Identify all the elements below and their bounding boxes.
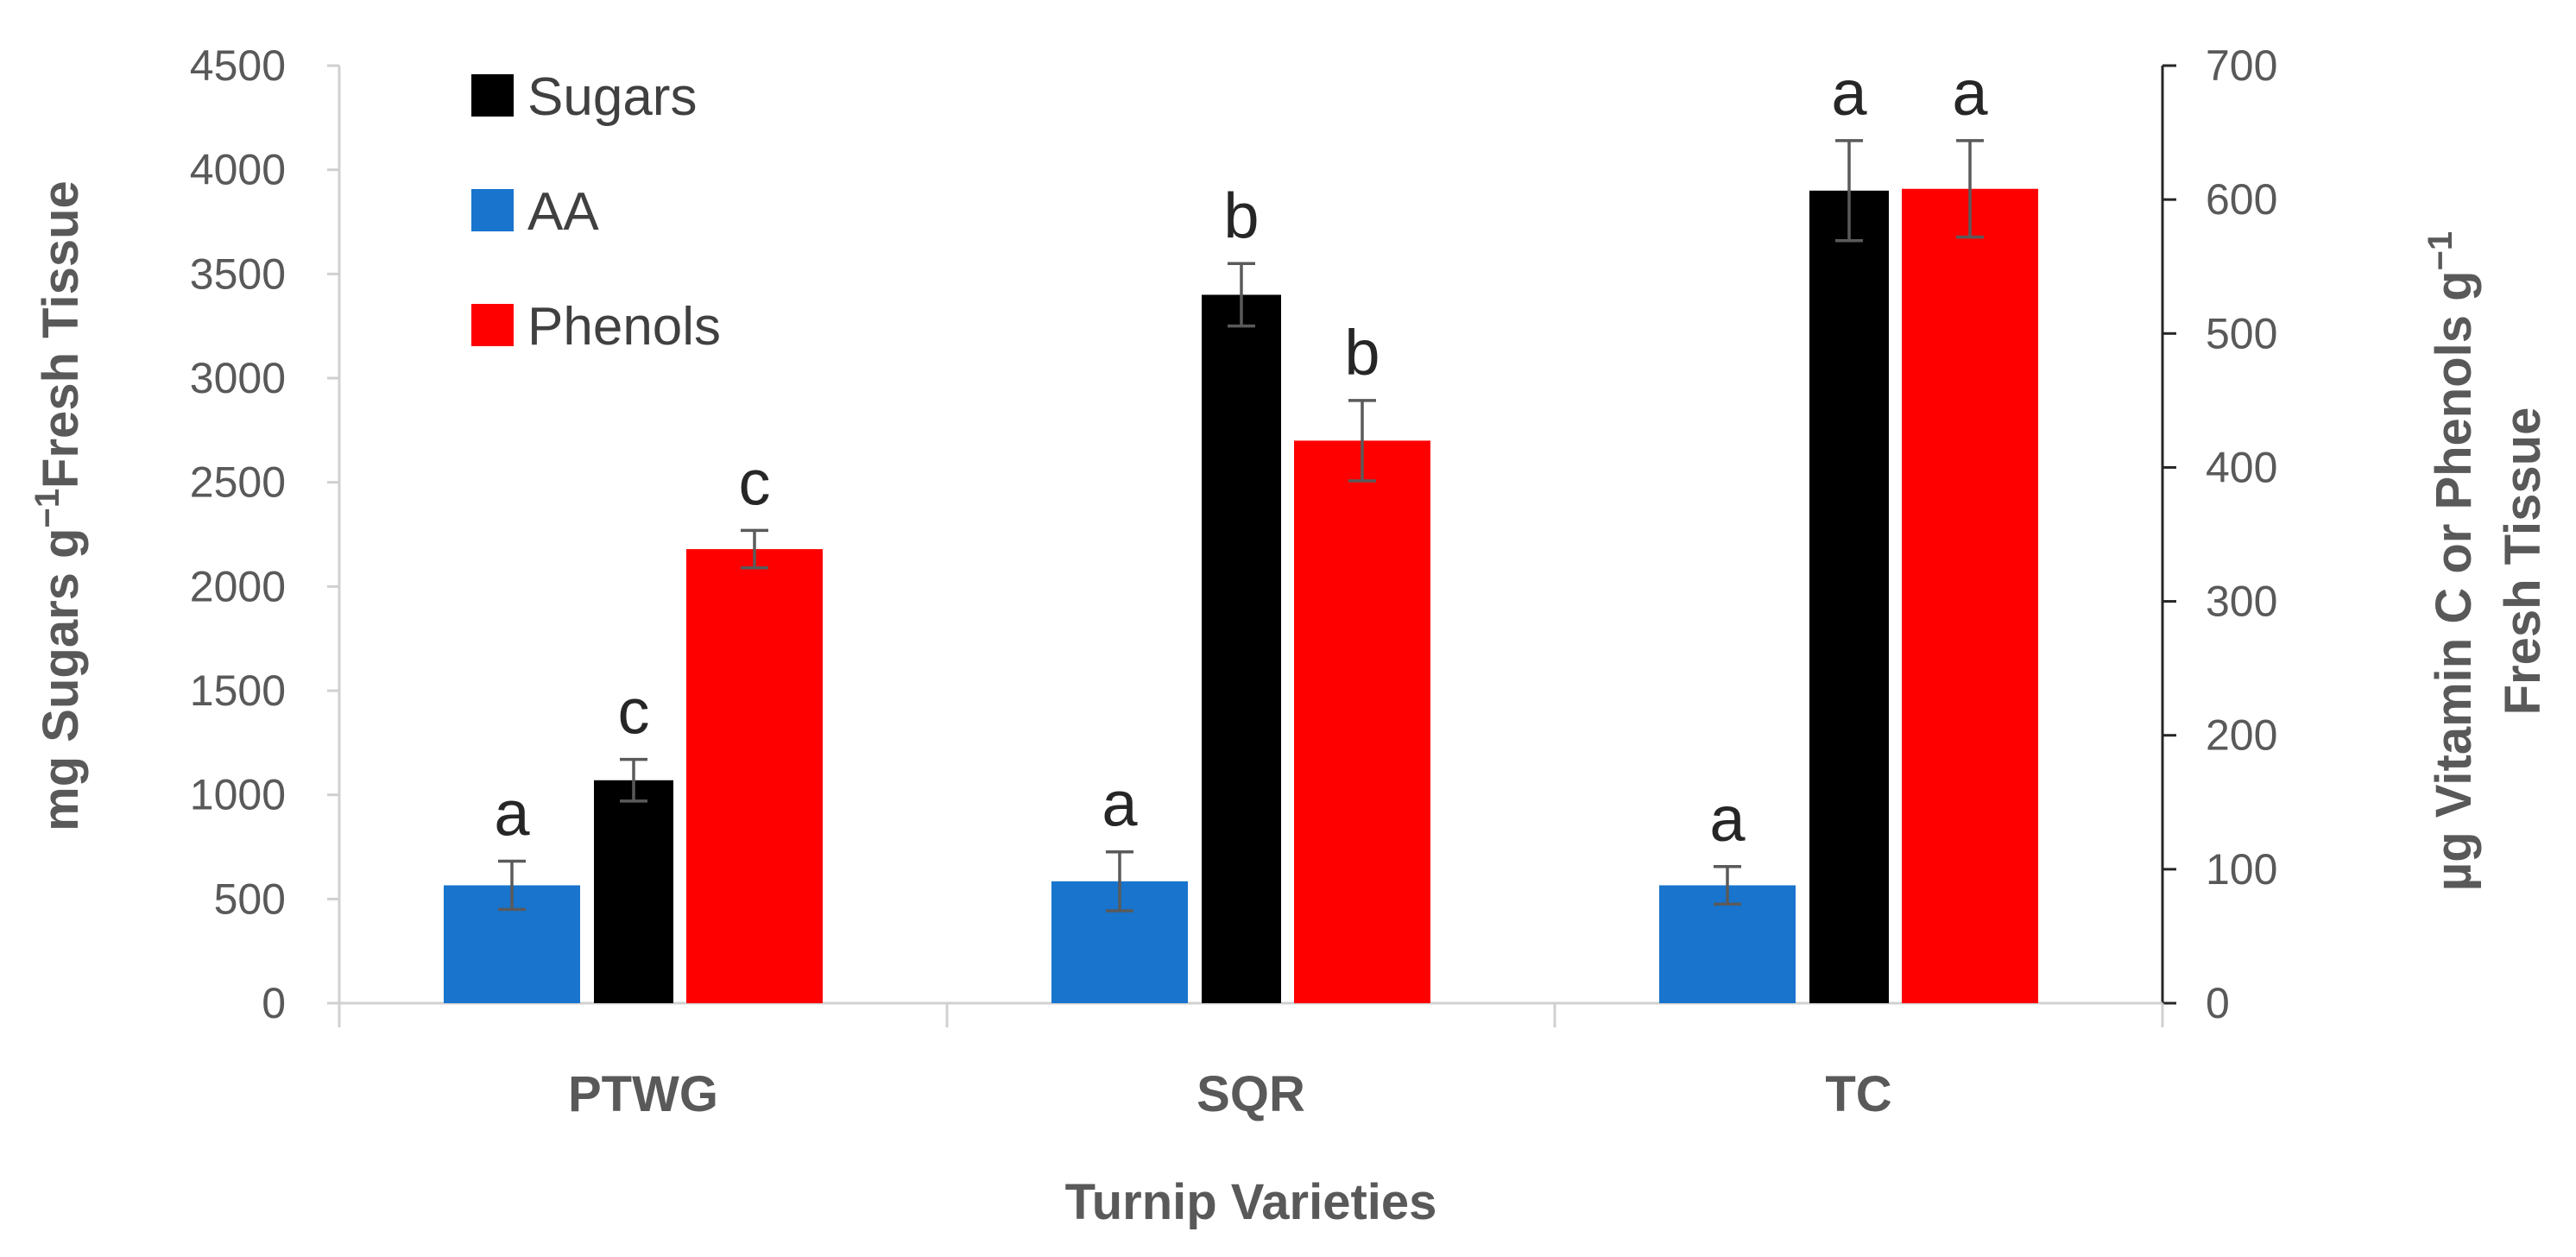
y-left-tick-label: 4500 (190, 41, 286, 90)
legend-swatch-phenols (471, 304, 514, 346)
y-right-tick-label: 200 (2206, 711, 2277, 760)
x-category-label: SQR (1196, 1066, 1305, 1122)
y-axis-title-left: mg Sugars g−1Fresh Tissue (28, 180, 89, 831)
bars (444, 188, 2038, 1004)
y-right-tick-label: 400 (2206, 443, 2277, 491)
y-left-tick-label: 2000 (190, 562, 286, 610)
y-left-tick-label: 2500 (190, 458, 286, 507)
significance-label-phenols: b (1344, 317, 1380, 388)
bar-phenols (1902, 188, 2038, 1003)
bar-sugars (594, 780, 673, 1003)
y-right-tick-label: 0 (2206, 979, 2230, 1027)
y-left-tick-label: 0 (262, 979, 286, 1027)
significance-label-sugars: a (1831, 57, 1867, 129)
bar-sugars (1202, 294, 1281, 1003)
y-left-tick-label: 1500 (190, 666, 286, 715)
y-right-tick-label: 600 (2206, 175, 2277, 224)
x-category-label: TC (1825, 1066, 1891, 1122)
significance-label-aa: a (1102, 768, 1138, 840)
y-left-tick-label: 3500 (190, 250, 286, 298)
y-axis-title-left-sup: −1 (28, 489, 66, 528)
significance-label-phenols: a (1952, 57, 1988, 129)
significance-label-phenols: c (739, 446, 771, 518)
y-axis-title-right-line2: Fresh Tissue (2495, 407, 2551, 716)
y-left-tick-label: 4000 (190, 146, 286, 194)
y-right-tick-label: 500 (2206, 309, 2277, 357)
y-left-tick-label: 500 (214, 875, 286, 923)
legend-swatch-sugars (471, 74, 514, 117)
legend-swatch-aa (471, 189, 514, 231)
y-right-tick-label: 300 (2206, 578, 2277, 626)
y-axis-title-right-sup: −1 (2421, 231, 2459, 271)
significance-label-aa: a (494, 778, 530, 850)
significance-label-sugars: b (1223, 180, 1259, 251)
x-axis-title: Turnip Varieties (1065, 1174, 1437, 1230)
y-right-tick-label: 700 (2206, 41, 2277, 90)
bar-phenols (686, 549, 823, 1003)
legend-label-phenols: Phenols (527, 297, 721, 357)
error-bars (498, 139, 1984, 913)
significance-labels: a a a c b a c b a (494, 57, 1988, 855)
axes: 0 500 1000 1500 2000 2500 3000 3500 4000 4500 0 100… (190, 41, 2278, 1122)
x-category-label: PTWG (568, 1066, 718, 1122)
legend-label-sugars: Sugars (527, 67, 697, 127)
y-axis-title-left-main: mg Sugars g (33, 528, 89, 831)
significance-label-sugars: c (618, 676, 650, 748)
legend: Sugars AA Phenols (471, 67, 721, 357)
bar-sugars (1809, 190, 1889, 1004)
bar-phenols (1294, 440, 1430, 1003)
y-left-tick-label: 3000 (190, 354, 286, 402)
y-axis-title-right: µg Vitamin C or Phenols g−1 (2421, 231, 2482, 891)
significance-label-aa: a (1709, 783, 1746, 855)
y-axis-title-left-tail: Fresh Tissue (33, 180, 89, 489)
y-left-tick-label: 1000 (190, 771, 286, 819)
y-axis-title-right-line1: µg Vitamin C or Phenols g (2426, 270, 2482, 891)
legend-label-aa: AA (527, 182, 599, 242)
y-right-tick-label: 100 (2206, 845, 2277, 894)
